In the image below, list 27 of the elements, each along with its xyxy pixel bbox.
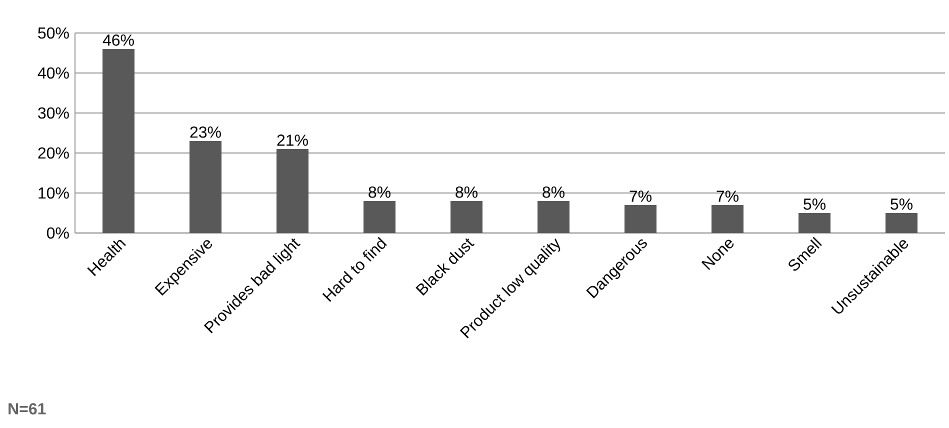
data-label: 7%: [630, 190, 652, 202]
y-tick-label: 20%: [38, 147, 69, 159]
bar: [712, 204, 744, 233]
data-label: 46%: [102, 34, 134, 46]
data-label: 8%: [456, 186, 478, 198]
data-label: 21%: [277, 134, 308, 146]
data-label: 8%: [368, 186, 390, 198]
bar: [276, 149, 308, 233]
bar: [538, 200, 570, 233]
text: N=61: [8, 403, 46, 414]
y-tick-label: 30%: [38, 107, 69, 119]
data-label: 23%: [190, 126, 221, 138]
bar: [450, 200, 483, 233]
bar: [364, 200, 396, 233]
y-tick-label: 40%: [38, 67, 69, 79]
y-tick-label: 10%: [38, 187, 69, 199]
data-label: 8%: [542, 186, 564, 198]
bar: [190, 141, 222, 233]
data-label: 5%: [890, 198, 913, 210]
data-label: 5%: [804, 198, 826, 210]
bar: [798, 213, 831, 233]
data-label: 7%: [716, 190, 738, 202]
bar: [624, 204, 657, 233]
bar: [102, 49, 135, 233]
bar: [886, 213, 918, 233]
y-tick-label: 50%: [38, 27, 69, 39]
y-tick-label: 0%: [46, 227, 69, 239]
